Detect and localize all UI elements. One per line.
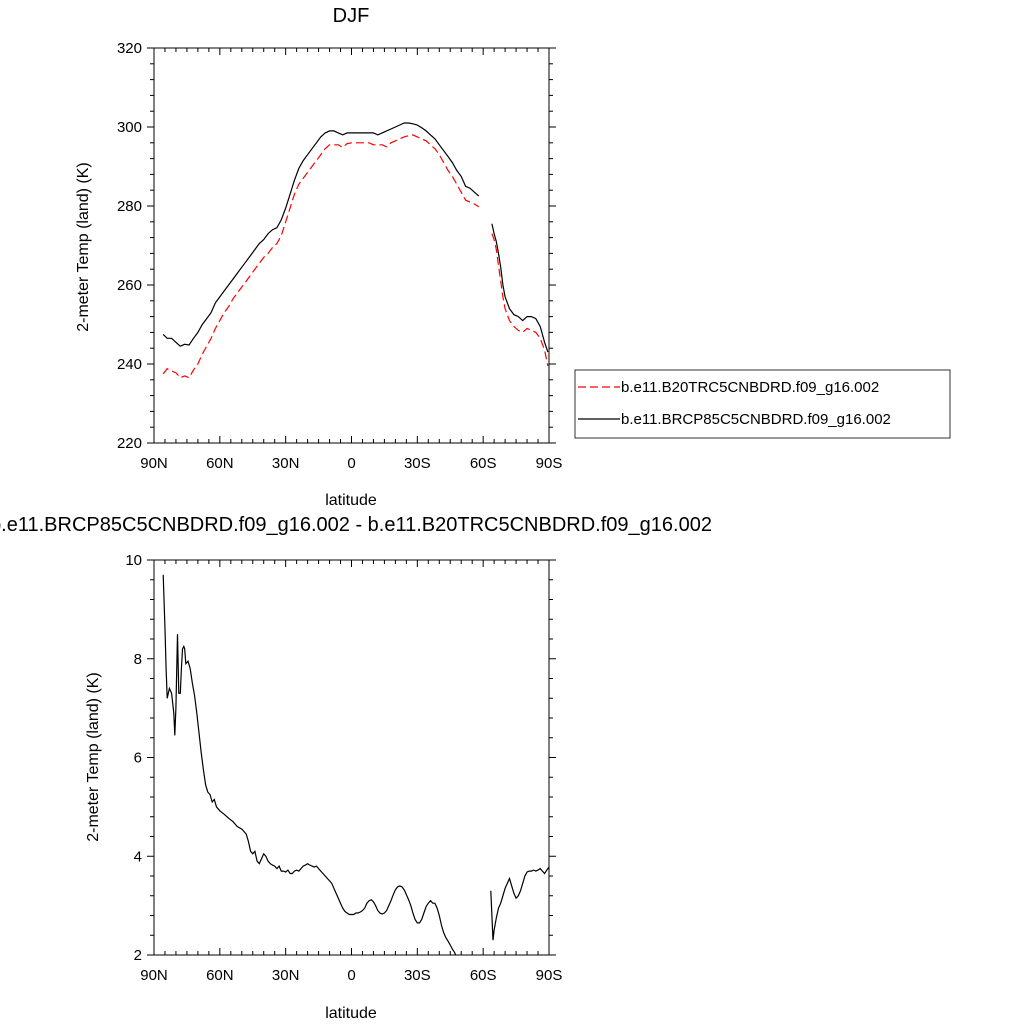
top-series-1-segment-0 [162,122,480,347]
legend: b.e11.B20TRC5CNBDRD.f09_g16.002 b.e11.BR… [574,369,951,439]
top-xtick-label: 90N [140,455,168,472]
legend-box [574,369,951,439]
top-xtick-label: 0 [347,455,355,472]
top-frame [153,47,550,444]
bottom-frame [153,559,550,956]
top-ytick-label: 300 [117,119,142,136]
top-ytick-label: 320 [117,40,142,57]
bottom-series-0-segment-0 [162,574,457,956]
top-chart-title: DJF [333,5,370,27]
top-series-0-segment-0 [162,134,480,379]
bottom-plot-area: 90N 60N 30N 0 30S 60S 90S 2 4 6 8 10 [125,552,562,984]
top-ytick-label: 260 [117,277,142,294]
top-chart: DJF 90N 60N 30N 0 30S 60S 90S 220 240 260 280 300 32… [75,5,562,509]
top-xtick-label: 90S [536,455,563,472]
bottom-y-axis-label: 2-meter Temp (land) (K) [85,672,102,842]
bottom-xtick-label: 0 [347,967,355,984]
top-series-0-segment-1 [491,233,549,367]
bottom-xtick-label: 90S [536,967,563,984]
top-xtick-label: 60S [470,455,497,472]
top-x-axis-label: latitude [325,492,377,509]
bottom-xtick-label: 30N [272,967,300,984]
top-ytick-label: 280 [117,198,142,215]
bottom-chart: b.e11.BRCP85C5CNBDRD.f09_g16.002 - b.e11… [0,514,712,1022]
top-ytick-label: 240 [117,356,142,373]
bottom-ytick-label: 6 [134,750,142,767]
bottom-x-axis-label: latitude [325,1005,377,1022]
top-y-axis-label: 2-meter Temp (land) (K) [75,162,92,332]
legend-label-rcp85: b.e11.BRCP85C5CNBDRD.f09_g16.002 [621,411,891,428]
bottom-xtick-label: 60S [470,967,497,984]
bottom-xtick-label: 30S [404,967,431,984]
bottom-series-0-segment-1 [490,866,550,941]
top-xtick-label: 30S [404,455,431,472]
bottom-xtick-label: 60N [206,967,234,984]
bottom-chart-title: b.e11.BRCP85C5CNBDRD.f09_g16.002 - b.e11… [0,514,712,536]
bottom-ytick-label: 10 [125,552,142,569]
top-xtick-label: 30N [272,455,300,472]
bottom-xtick-label: 90N [140,967,168,984]
legend-label-historical: b.e11.B20TRC5CNBDRD.f09_g16.002 [621,379,879,396]
bottom-ytick-label: 2 [134,947,142,964]
top-series-1-segment-1 [491,223,549,353]
top-ytick-label: 220 [117,435,142,452]
top-xtick-label: 60N [206,455,234,472]
bottom-ytick-label: 8 [134,651,142,668]
top-plot-area: 90N 60N 30N 0 30S 60S 90S 220 240 260 280 300 320 [117,40,562,472]
bottom-ytick-label: 4 [134,848,142,865]
